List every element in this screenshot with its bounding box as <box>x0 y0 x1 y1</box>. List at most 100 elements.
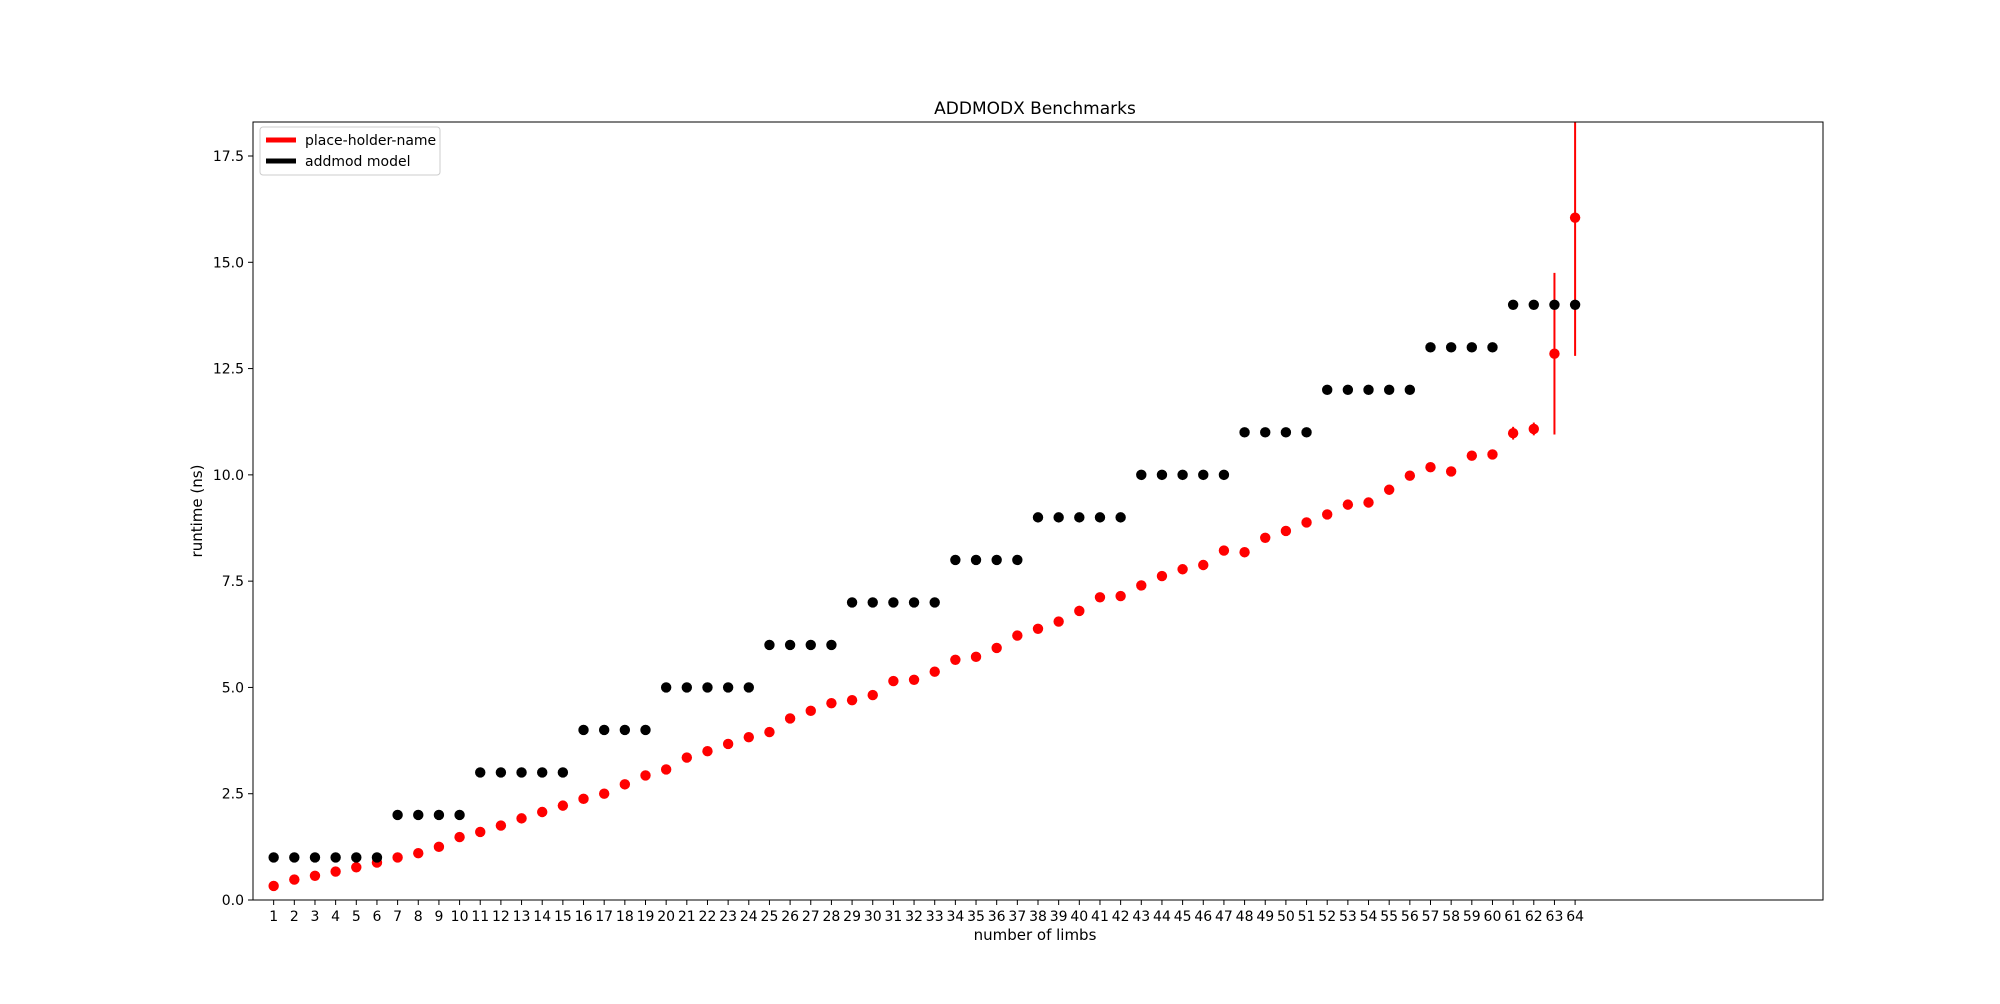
x-tick-label: 48 <box>1236 909 1254 925</box>
x-tick-label: 22 <box>699 909 717 925</box>
data-point <box>929 666 940 677</box>
data-point <box>929 597 940 608</box>
x-tick-label: 31 <box>884 909 902 925</box>
data-point <box>640 724 651 736</box>
data-point <box>351 862 362 873</box>
data-point <box>1094 512 1106 523</box>
data-point <box>784 639 796 651</box>
data-point <box>660 682 672 693</box>
x-tick-label: 3 <box>311 909 320 925</box>
data-point <box>1342 384 1354 396</box>
x-tick-label: 53 <box>1339 909 1357 925</box>
x-tick-label: 24 <box>740 909 758 925</box>
x-tick-label: 59 <box>1463 909 1481 925</box>
x-tick-label: 39 <box>1050 909 1068 925</box>
x-tick-label: 62 <box>1525 909 1543 925</box>
data-point <box>1177 564 1188 575</box>
data-point <box>1404 470 1416 481</box>
x-tick-label: 8 <box>414 909 423 925</box>
data-point <box>722 682 734 693</box>
x-axis-label: number of limbs <box>974 926 1097 944</box>
data-point <box>454 831 465 843</box>
data-point <box>598 788 610 799</box>
data-point <box>1280 525 1292 537</box>
data-point <box>557 767 569 778</box>
x-tick-label: 12 <box>492 909 510 925</box>
x-axis-ticks: 1 2 3 4 5 6 7 8 9 10 11 12 13 14 15 16 17 18 19 20 21 22 23 24 2… <box>269 900 1584 925</box>
x-tick-label: 9 <box>434 909 443 925</box>
x-tick-label: 26 <box>781 909 799 925</box>
data-point <box>722 738 734 750</box>
data-point <box>392 852 403 863</box>
data-point <box>846 597 858 608</box>
data-point <box>1115 590 1126 602</box>
data-point <box>1053 616 1064 627</box>
x-tick-label: 20 <box>657 909 675 925</box>
x-tick-label: 36 <box>988 909 1006 925</box>
data-point <box>1239 547 1250 558</box>
data-point <box>1032 623 1044 634</box>
data-point <box>1177 469 1188 481</box>
data-point <box>1549 348 1560 359</box>
data-point <box>1322 384 1333 396</box>
data-point <box>289 874 300 885</box>
x-tick-label: 51 <box>1298 909 1316 925</box>
x-tick-label: 42 <box>1112 909 1130 925</box>
data-point <box>1012 554 1023 566</box>
x-tick-label: 46 <box>1194 909 1212 925</box>
x-tick-label: 57 <box>1422 909 1440 925</box>
chart-title: ADDMODX Benchmarks <box>934 99 1136 119</box>
data-point <box>1569 299 1581 311</box>
data-point <box>454 809 465 821</box>
data-point <box>846 694 858 706</box>
y-tick-label: 0.0 <box>222 893 244 909</box>
data-point <box>970 554 982 566</box>
x-tick-label: 30 <box>864 909 882 925</box>
data-point <box>1218 545 1230 556</box>
x-tick-label: 6 <box>372 909 381 925</box>
x-tick-label: 52 <box>1318 909 1336 925</box>
x-tick-label: 29 <box>843 909 861 925</box>
data-point <box>784 713 796 724</box>
x-tick-label: 27 <box>802 909 820 925</box>
data-point <box>351 852 362 863</box>
data-point <box>826 697 837 709</box>
data-point <box>908 597 920 608</box>
data-point <box>433 841 445 853</box>
data-point <box>578 724 589 736</box>
data-point <box>537 806 548 818</box>
data-point <box>1383 384 1395 396</box>
data-point <box>1507 428 1519 439</box>
data-point <box>309 870 321 881</box>
y-axis-ticks: 0.0 2.5 5.0 7.5 10.0 12.5 15.0 17.5 <box>213 149 253 909</box>
data-point <box>371 852 383 863</box>
data-point <box>309 852 321 863</box>
data-point <box>1053 512 1064 523</box>
x-tick-label: 33 <box>926 909 944 925</box>
data-point <box>537 767 548 778</box>
y-tick-label: 15.0 <box>213 255 244 271</box>
x-tick-label: 64 <box>1566 909 1584 925</box>
data-point <box>1136 580 1147 591</box>
data-point <box>805 705 816 717</box>
data-point <box>1156 469 1168 481</box>
data-point <box>268 880 279 892</box>
data-point <box>1363 384 1374 396</box>
y-tick-label: 10.0 <box>213 468 244 484</box>
data-point <box>1198 469 1209 481</box>
x-tick-label: 61 <box>1504 909 1522 925</box>
data-point <box>764 726 775 738</box>
data-point <box>743 682 754 693</box>
data-point <box>598 724 610 736</box>
data-point <box>1445 466 1457 477</box>
data-point <box>557 800 569 811</box>
data-point <box>1094 592 1106 603</box>
data-point <box>950 654 961 665</box>
data-point <box>1383 484 1395 495</box>
x-tick-label: 14 <box>533 909 551 925</box>
data-point <box>660 764 672 775</box>
data-point <box>1156 570 1168 582</box>
x-tick-label: 49 <box>1256 909 1274 925</box>
